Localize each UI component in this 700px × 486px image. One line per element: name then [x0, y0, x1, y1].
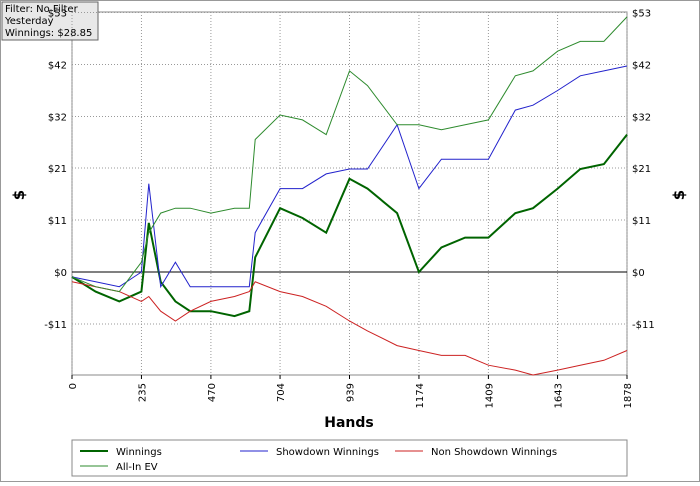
legend-label: Non Showdown Winnings: [431, 447, 557, 458]
y-tick-label-right: $21: [632, 164, 651, 175]
legend-label: Showdown Winnings: [276, 447, 379, 458]
y-tick-label: $21: [48, 164, 67, 175]
filter-box: [1, 1, 99, 41]
y-axis-label: $: [10, 190, 28, 200]
y-tick-label: $0: [54, 268, 67, 279]
y-tick-label-right: -$11: [632, 320, 655, 331]
x-tick-label: 1643: [554, 383, 565, 408]
y-tick-label: -$11: [44, 320, 67, 331]
y-tick-label-right: $42: [632, 60, 651, 71]
y-tick-label-right: $53: [632, 8, 651, 19]
legend: [71, 439, 628, 477]
y-tick-label-right: $0: [632, 268, 645, 279]
legend-label: Winnings: [116, 447, 162, 458]
x-tick-label: 939: [346, 383, 357, 402]
x-axis-label: Hands: [324, 415, 374, 431]
filter-line: Winnings: $28.85: [5, 28, 92, 39]
x-tick-label: 1174: [415, 383, 426, 408]
x-tick-label: 235: [137, 383, 148, 402]
y-tick-label-right: $32: [632, 112, 651, 123]
series-line: [71, 281, 628, 376]
legend-label: All-In EV: [116, 462, 158, 473]
x-tick-label: 0: [68, 383, 79, 389]
y-tick-label: $53: [48, 8, 67, 19]
y-tick-label: $32: [48, 112, 67, 123]
filter-line: Filter: No Filter: [5, 4, 79, 15]
y-tick-label: $11: [48, 216, 67, 227]
series-line: [71, 133, 628, 318]
x-tick-label: 1409: [484, 383, 495, 408]
filter-line: Yesterday: [4, 16, 54, 27]
x-tick-label: 704: [276, 383, 287, 402]
x-tick-label: 470: [207, 383, 218, 402]
x-tick-label: 1878: [623, 383, 634, 408]
y-tick-label: $42: [48, 60, 67, 71]
series-line: [71, 16, 628, 293]
series-line: [71, 65, 628, 289]
y-axis-label-right: $: [670, 190, 688, 200]
y-tick-label-right: $11: [632, 216, 651, 227]
